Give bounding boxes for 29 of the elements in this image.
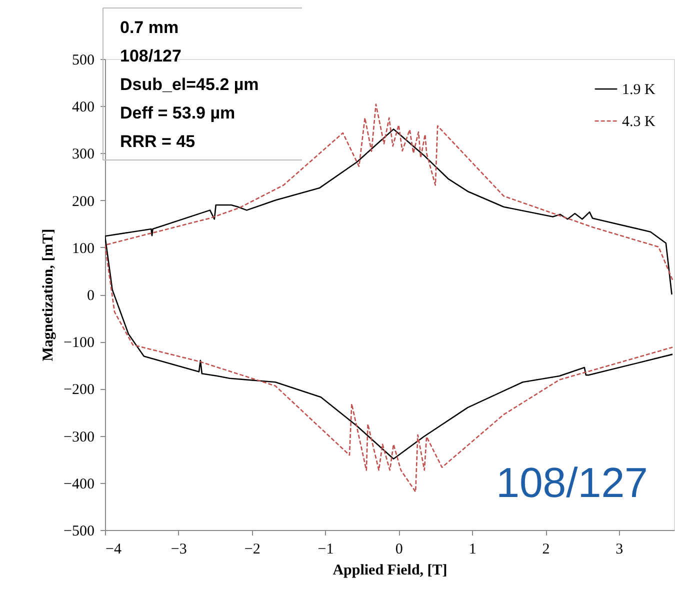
- annotation: Deff = 53.9 µm: [120, 104, 236, 122]
- text: 0.7 mm: [120, 18, 179, 37]
- legend-label: 1.9 K: [622, 82, 656, 98]
- y-tick-label: −200: [64, 382, 94, 398]
- annotation: 108/127: [496, 459, 648, 506]
- y-tick-label: −500: [64, 524, 94, 540]
- x-tick-label: 0: [395, 542, 403, 558]
- y-tick-label: 500: [72, 52, 94, 68]
- annotation: Dsub_el=45.2 µm: [120, 75, 259, 94]
- y-tick-label: −100: [64, 335, 94, 352]
- y-tick-label: 0: [87, 288, 94, 304]
- y-tick-label: 300: [72, 146, 94, 163]
- annotation: RRR = 45: [120, 132, 196, 151]
- x-tick-label: 2: [542, 542, 550, 558]
- y-tick-label: −300: [64, 429, 94, 446]
- y-tick-label: 200: [72, 194, 94, 210]
- y-tick-label: 400: [72, 100, 94, 116]
- x-tick-label: 3: [616, 542, 624, 558]
- annotation: 108/127: [120, 46, 182, 66]
- legend-label: 4.3 K: [622, 114, 656, 130]
- y-tick-label: 100: [72, 240, 94, 257]
- y-axis-title: Magnetization, [mT]: [40, 228, 57, 362]
- x-tick-label: 1: [468, 542, 476, 558]
- x-tick-label: −2: [244, 542, 260, 558]
- x-tick-label: −1: [318, 542, 334, 558]
- x-tick-label: −3: [170, 542, 187, 558]
- x-axis-title: Applied Field, [T]: [332, 562, 448, 578]
- y-tick-label: −400: [64, 476, 94, 492]
- x-tick-label: −4: [106, 542, 122, 558]
